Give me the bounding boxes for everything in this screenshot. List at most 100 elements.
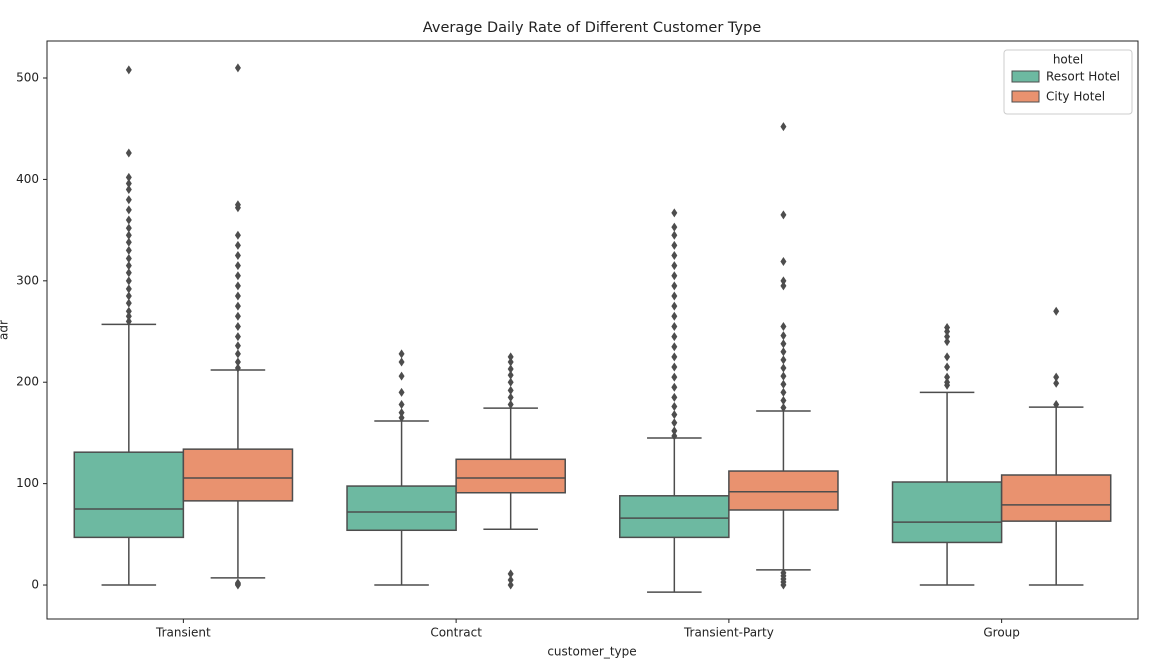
outlier: [1053, 378, 1060, 388]
y-tick-label: 100: [16, 476, 39, 490]
outlier: [780, 403, 787, 413]
outlier: [671, 281, 678, 291]
outlier: [234, 250, 241, 260]
outlier: [125, 205, 132, 215]
box: [728, 470, 839, 511]
outlier: [125, 148, 132, 158]
outlier: [125, 284, 132, 294]
outlier: [125, 254, 132, 264]
outlier: [234, 311, 241, 321]
outlier: [507, 357, 514, 367]
outlier: [671, 311, 678, 321]
outlier: [671, 382, 678, 392]
outlier: [944, 372, 951, 382]
legend-label: City Hotel: [1046, 90, 1105, 104]
outlier: [234, 357, 241, 367]
y-tick-label: 300: [16, 273, 39, 287]
outlier: [125, 276, 132, 286]
outlier: [125, 306, 132, 316]
outlier: [125, 261, 132, 271]
outlier: [234, 341, 241, 351]
outlier: [507, 580, 514, 590]
x-tick-label: Contract: [430, 626, 482, 640]
outlier: [780, 355, 787, 365]
outlier: [944, 332, 951, 342]
outlier: [398, 413, 405, 423]
outlier: [125, 298, 132, 308]
outlier: [125, 185, 132, 195]
box: [346, 485, 457, 532]
outlier: [1053, 372, 1060, 382]
legend-title: hotel: [1053, 53, 1083, 67]
box: [619, 495, 730, 539]
y-tick-label: 400: [16, 172, 39, 186]
x-axis-label: customer_type: [547, 645, 636, 659]
outlier: [1053, 306, 1060, 316]
outlier: [398, 349, 405, 359]
outlier: [398, 387, 405, 397]
outlier: [671, 321, 678, 331]
x-tick-label: Group: [983, 626, 1020, 640]
outlier: [671, 291, 678, 301]
outlier: [780, 363, 787, 373]
outlier: [944, 352, 951, 362]
outlier: [780, 371, 787, 381]
outlier: [780, 347, 787, 357]
outlier: [780, 387, 787, 397]
outlier: [780, 331, 787, 341]
outlier: [125, 311, 132, 321]
outlier: [671, 240, 678, 250]
outlier: [671, 402, 678, 412]
outlier: [125, 215, 132, 225]
outlier: [125, 195, 132, 205]
legend-swatch: [1011, 90, 1040, 103]
box: [891, 481, 1003, 544]
outlier: [125, 172, 132, 182]
outlier: [234, 578, 241, 588]
outlier: [780, 257, 787, 267]
chart-title: Average Daily Rate of Different Customer…: [423, 20, 761, 36]
outlier: [234, 240, 241, 250]
outlier: [507, 352, 514, 362]
outlier: [780, 281, 787, 291]
outlier: [671, 342, 678, 352]
outlier: [671, 431, 678, 441]
outlier: [671, 261, 678, 271]
legend-label: Resort Hotel: [1046, 70, 1120, 84]
box: [73, 451, 185, 539]
outlier: [125, 291, 132, 301]
outlier: [398, 357, 405, 367]
outlier: [1053, 400, 1060, 410]
outlier: [234, 200, 241, 210]
box: [182, 448, 294, 502]
outlier: [125, 237, 132, 247]
outlier: [234, 332, 241, 342]
outlier: [780, 210, 787, 220]
outlier: [671, 250, 678, 260]
y-tick-label: 500: [16, 71, 39, 85]
outlier: [780, 122, 787, 132]
outlier: [780, 395, 787, 405]
outlier: [125, 316, 132, 326]
outlier: [944, 322, 951, 332]
box: [1000, 474, 1112, 522]
outlier: [671, 332, 678, 342]
outlier: [234, 271, 241, 281]
outlier: [780, 321, 787, 331]
y-tick-label: 0: [31, 578, 39, 592]
outlier: [125, 65, 132, 75]
outlier: [944, 362, 951, 372]
outlier: [671, 222, 678, 232]
box: [455, 458, 566, 494]
x-tick-label: Transient-Party: [683, 626, 774, 640]
outlier: [507, 400, 514, 410]
outlier: [507, 370, 514, 380]
outlier: [398, 408, 405, 418]
outlier: [944, 377, 951, 387]
outlier: [780, 379, 787, 389]
outlier: [234, 291, 241, 301]
outlier: [671, 410, 678, 420]
outlier: [234, 349, 241, 359]
outlier: [234, 301, 241, 311]
